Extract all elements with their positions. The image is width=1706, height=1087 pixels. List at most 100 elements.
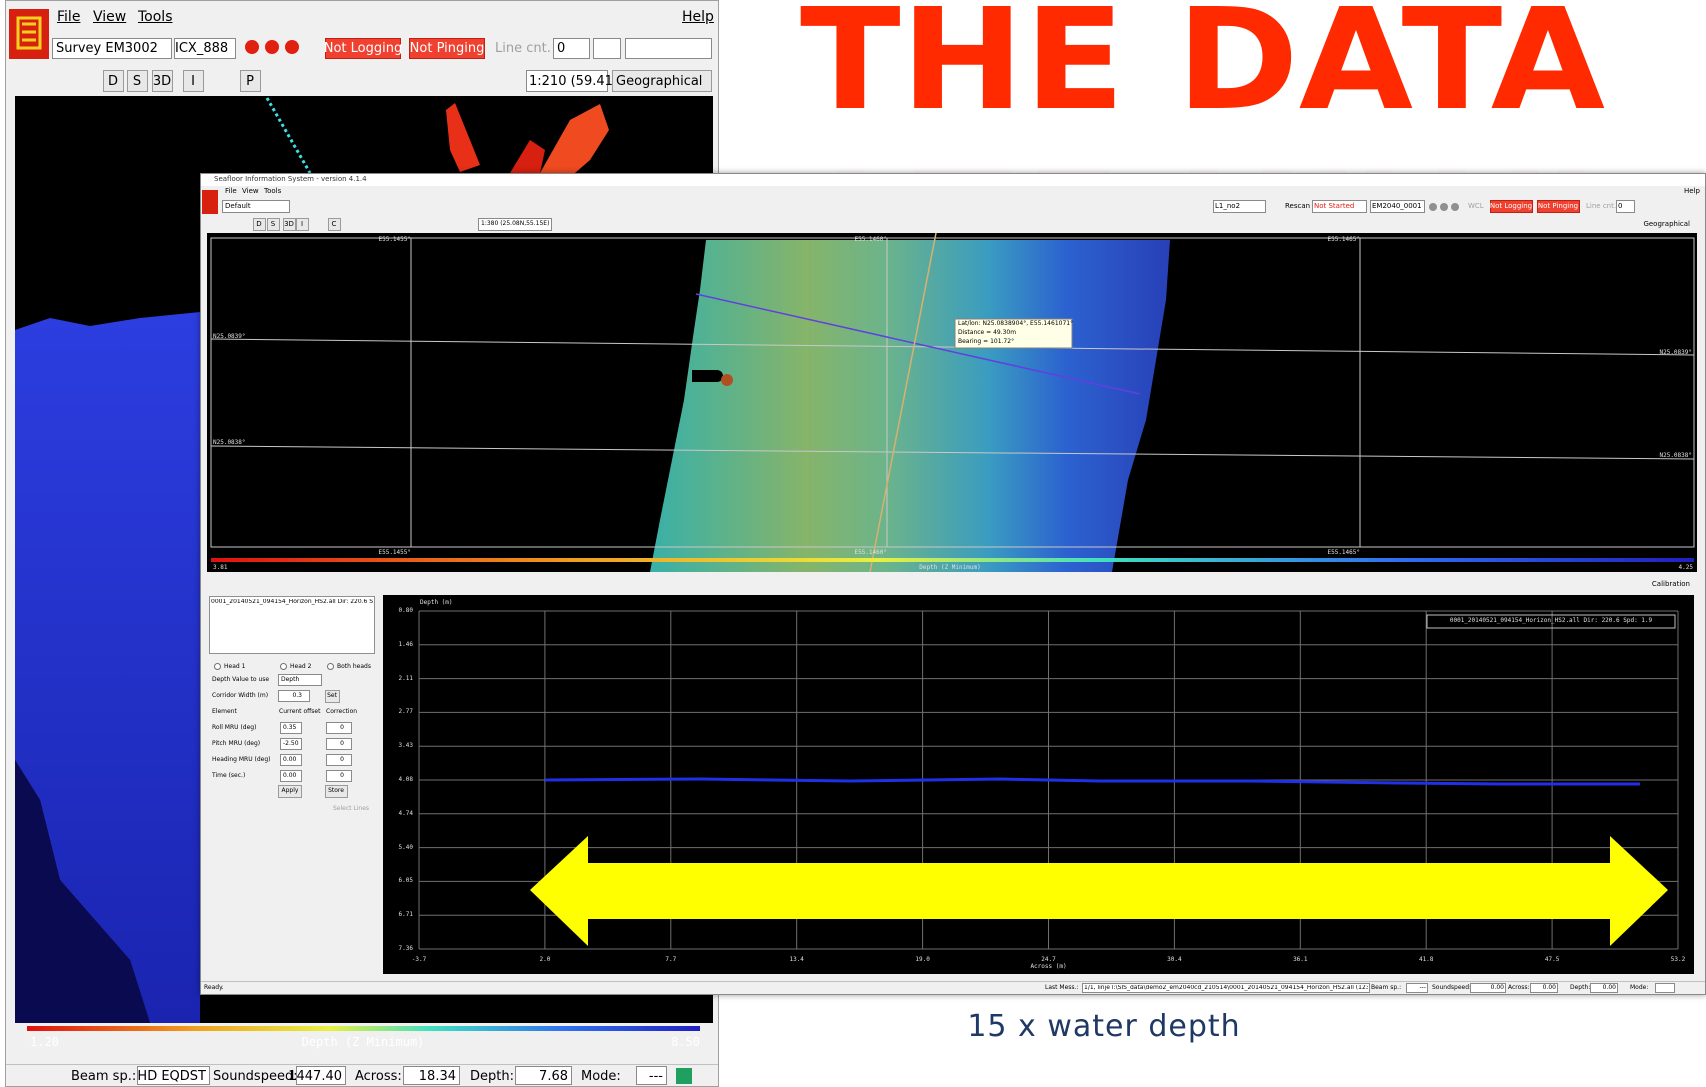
radio-label[interactable]: Both heads	[337, 663, 371, 670]
row-label: Time (sec.)	[212, 772, 246, 779]
file-list-item[interactable]: 0001_20140521_094154_Horizon_HS2.all Dir…	[211, 599, 373, 605]
toolbar-button-text[interactable]: I	[300, 220, 304, 228]
front-colorbar	[211, 558, 1694, 562]
toolbar-button-text[interactable]: S	[132, 74, 142, 89]
menu-item[interactable]: Tools	[264, 187, 282, 195]
line-count-button[interactable]: Line cnt.	[495, 41, 551, 56]
toolbar-button-text[interactable]: P	[246, 74, 254, 89]
menu-item[interactable]: Help	[682, 9, 714, 25]
lon-label: E55.1460°	[854, 236, 887, 243]
empty-combo[interactable]	[625, 38, 712, 59]
sounding-splash	[446, 103, 480, 172]
radio-button[interactable]	[327, 663, 334, 670]
toolbar-button-text[interactable]: D	[256, 220, 262, 228]
depth-value-text: Depth	[281, 676, 300, 683]
apply-button[interactable]	[278, 785, 302, 798]
line-combo[interactable]	[1213, 200, 1266, 213]
correction-spin[interactable]	[326, 722, 352, 734]
menu-item[interactable]: File	[225, 187, 237, 195]
toolbar-button[interactable]	[240, 70, 261, 92]
toolbar-button-text[interactable]: I	[191, 74, 195, 89]
correction-value: 0	[340, 756, 344, 763]
sensor-combo[interactable]	[174, 38, 236, 59]
projection-text[interactable]: Geographical	[616, 74, 703, 89]
correction-spin[interactable]	[326, 770, 352, 782]
toolbar-button-text[interactable]: S	[270, 220, 276, 228]
depth-value-combo[interactable]	[278, 674, 322, 686]
wcl-button[interactable]: WCL	[1468, 202, 1484, 210]
back-status-bar	[6, 1064, 718, 1087]
preset-combo[interactable]	[222, 200, 290, 213]
status-label: Depth:	[1570, 984, 1591, 991]
menu-item[interactable]: View	[93, 9, 127, 25]
toolbar-button[interactable]	[253, 218, 266, 231]
corridor-spin[interactable]	[278, 690, 310, 702]
correction-spin[interactable]	[326, 754, 352, 766]
row-label: Heading MRU (deg)	[212, 756, 271, 763]
pinging-button[interactable]	[409, 38, 485, 59]
toolbar-button[interactable]	[283, 218, 296, 231]
calibration-combo[interactable]: Calibration	[1651, 580, 1690, 588]
lat-label: N25.0839°	[1659, 349, 1692, 356]
toolbar-button[interactable]	[296, 218, 309, 231]
title-art: THE DATA THE DATA	[800, 0, 1605, 180]
apply-button-text[interactable]: Apply	[281, 787, 299, 794]
toolbar-button-text[interactable]: D	[107, 74, 119, 89]
sounding-splash	[540, 104, 609, 173]
menu-item[interactable]: View	[242, 187, 259, 195]
radio-button[interactable]	[280, 663, 287, 670]
projection-combo[interactable]: Geographical	[1643, 220, 1690, 228]
toolbar-button[interactable]	[127, 70, 148, 92]
sounder-combo[interactable]	[1370, 200, 1425, 213]
logging-button-text[interactable]: Not Logging	[1489, 202, 1533, 210]
logging-button-text[interactable]: Not Logging	[323, 41, 403, 56]
logging-button[interactable]	[325, 38, 401, 59]
field-label: Corridor Width (m)	[212, 692, 269, 699]
span-arrow	[530, 836, 1668, 946]
toolbar-button[interactable]	[103, 70, 124, 92]
not-started-combo[interactable]	[1312, 200, 1367, 213]
toolbar-button-text[interactable]: 3D	[152, 74, 172, 89]
pinging-button-text[interactable]: Not Pinging	[1537, 202, 1579, 210]
toolbar-button[interactable]	[183, 70, 204, 92]
pinging-button[interactable]	[1537, 200, 1580, 213]
correction-value: 0	[340, 740, 344, 747]
radio-button[interactable]	[214, 663, 221, 670]
store-button-text[interactable]: Store	[328, 787, 344, 794]
set-button[interactable]	[325, 690, 340, 703]
set-button-text[interactable]: Set	[327, 692, 337, 699]
rescan-button[interactable]: Rescan	[1285, 202, 1311, 210]
row-label: Roll MRU (deg)	[212, 724, 257, 731]
survey-combo[interactable]	[52, 38, 172, 59]
status-value: 7.68	[539, 1069, 568, 1084]
projection-combo[interactable]	[612, 70, 712, 92]
status-label: Last Mess.:	[1045, 984, 1079, 991]
menu-item[interactable]: Help	[1684, 187, 1700, 195]
toolbar-button-text[interactable]: C	[331, 220, 337, 228]
depth-profile	[544, 777, 1640, 786]
message-field	[1082, 983, 1370, 993]
select-lines-button[interactable]: Select Lines	[332, 805, 370, 812]
measure-line	[695, 293, 1141, 395]
x-tick-label: 19.0	[915, 956, 930, 963]
toolbar-button[interactable]	[152, 70, 173, 92]
status-value: ---	[648, 1069, 663, 1084]
toolbar-button[interactable]	[267, 218, 280, 231]
menu-item[interactable]: Tools	[138, 9, 173, 25]
pinging-button-text[interactable]: Not Pinging	[409, 41, 485, 56]
status-label: Mode:	[1630, 984, 1649, 991]
line-count-button[interactable]: Line cnt.	[1586, 202, 1617, 210]
logging-button[interactable]	[1490, 200, 1533, 213]
colorbar-label: Depth (Z Minimum)	[919, 564, 981, 571]
radio-label[interactable]: Head 2	[290, 663, 312, 670]
menu-item[interactable]: File	[57, 9, 81, 25]
status-field	[1590, 983, 1618, 993]
toolbar-button-text[interactable]: 3D	[284, 220, 294, 228]
toolbar-button[interactable]	[328, 218, 341, 231]
store-button[interactable]	[325, 785, 348, 798]
file-list[interactable]	[209, 596, 375, 654]
not-started-text: Not Started	[1314, 202, 1355, 210]
radio-label[interactable]: Head 1	[224, 663, 246, 670]
correction-spin[interactable]	[326, 738, 352, 750]
